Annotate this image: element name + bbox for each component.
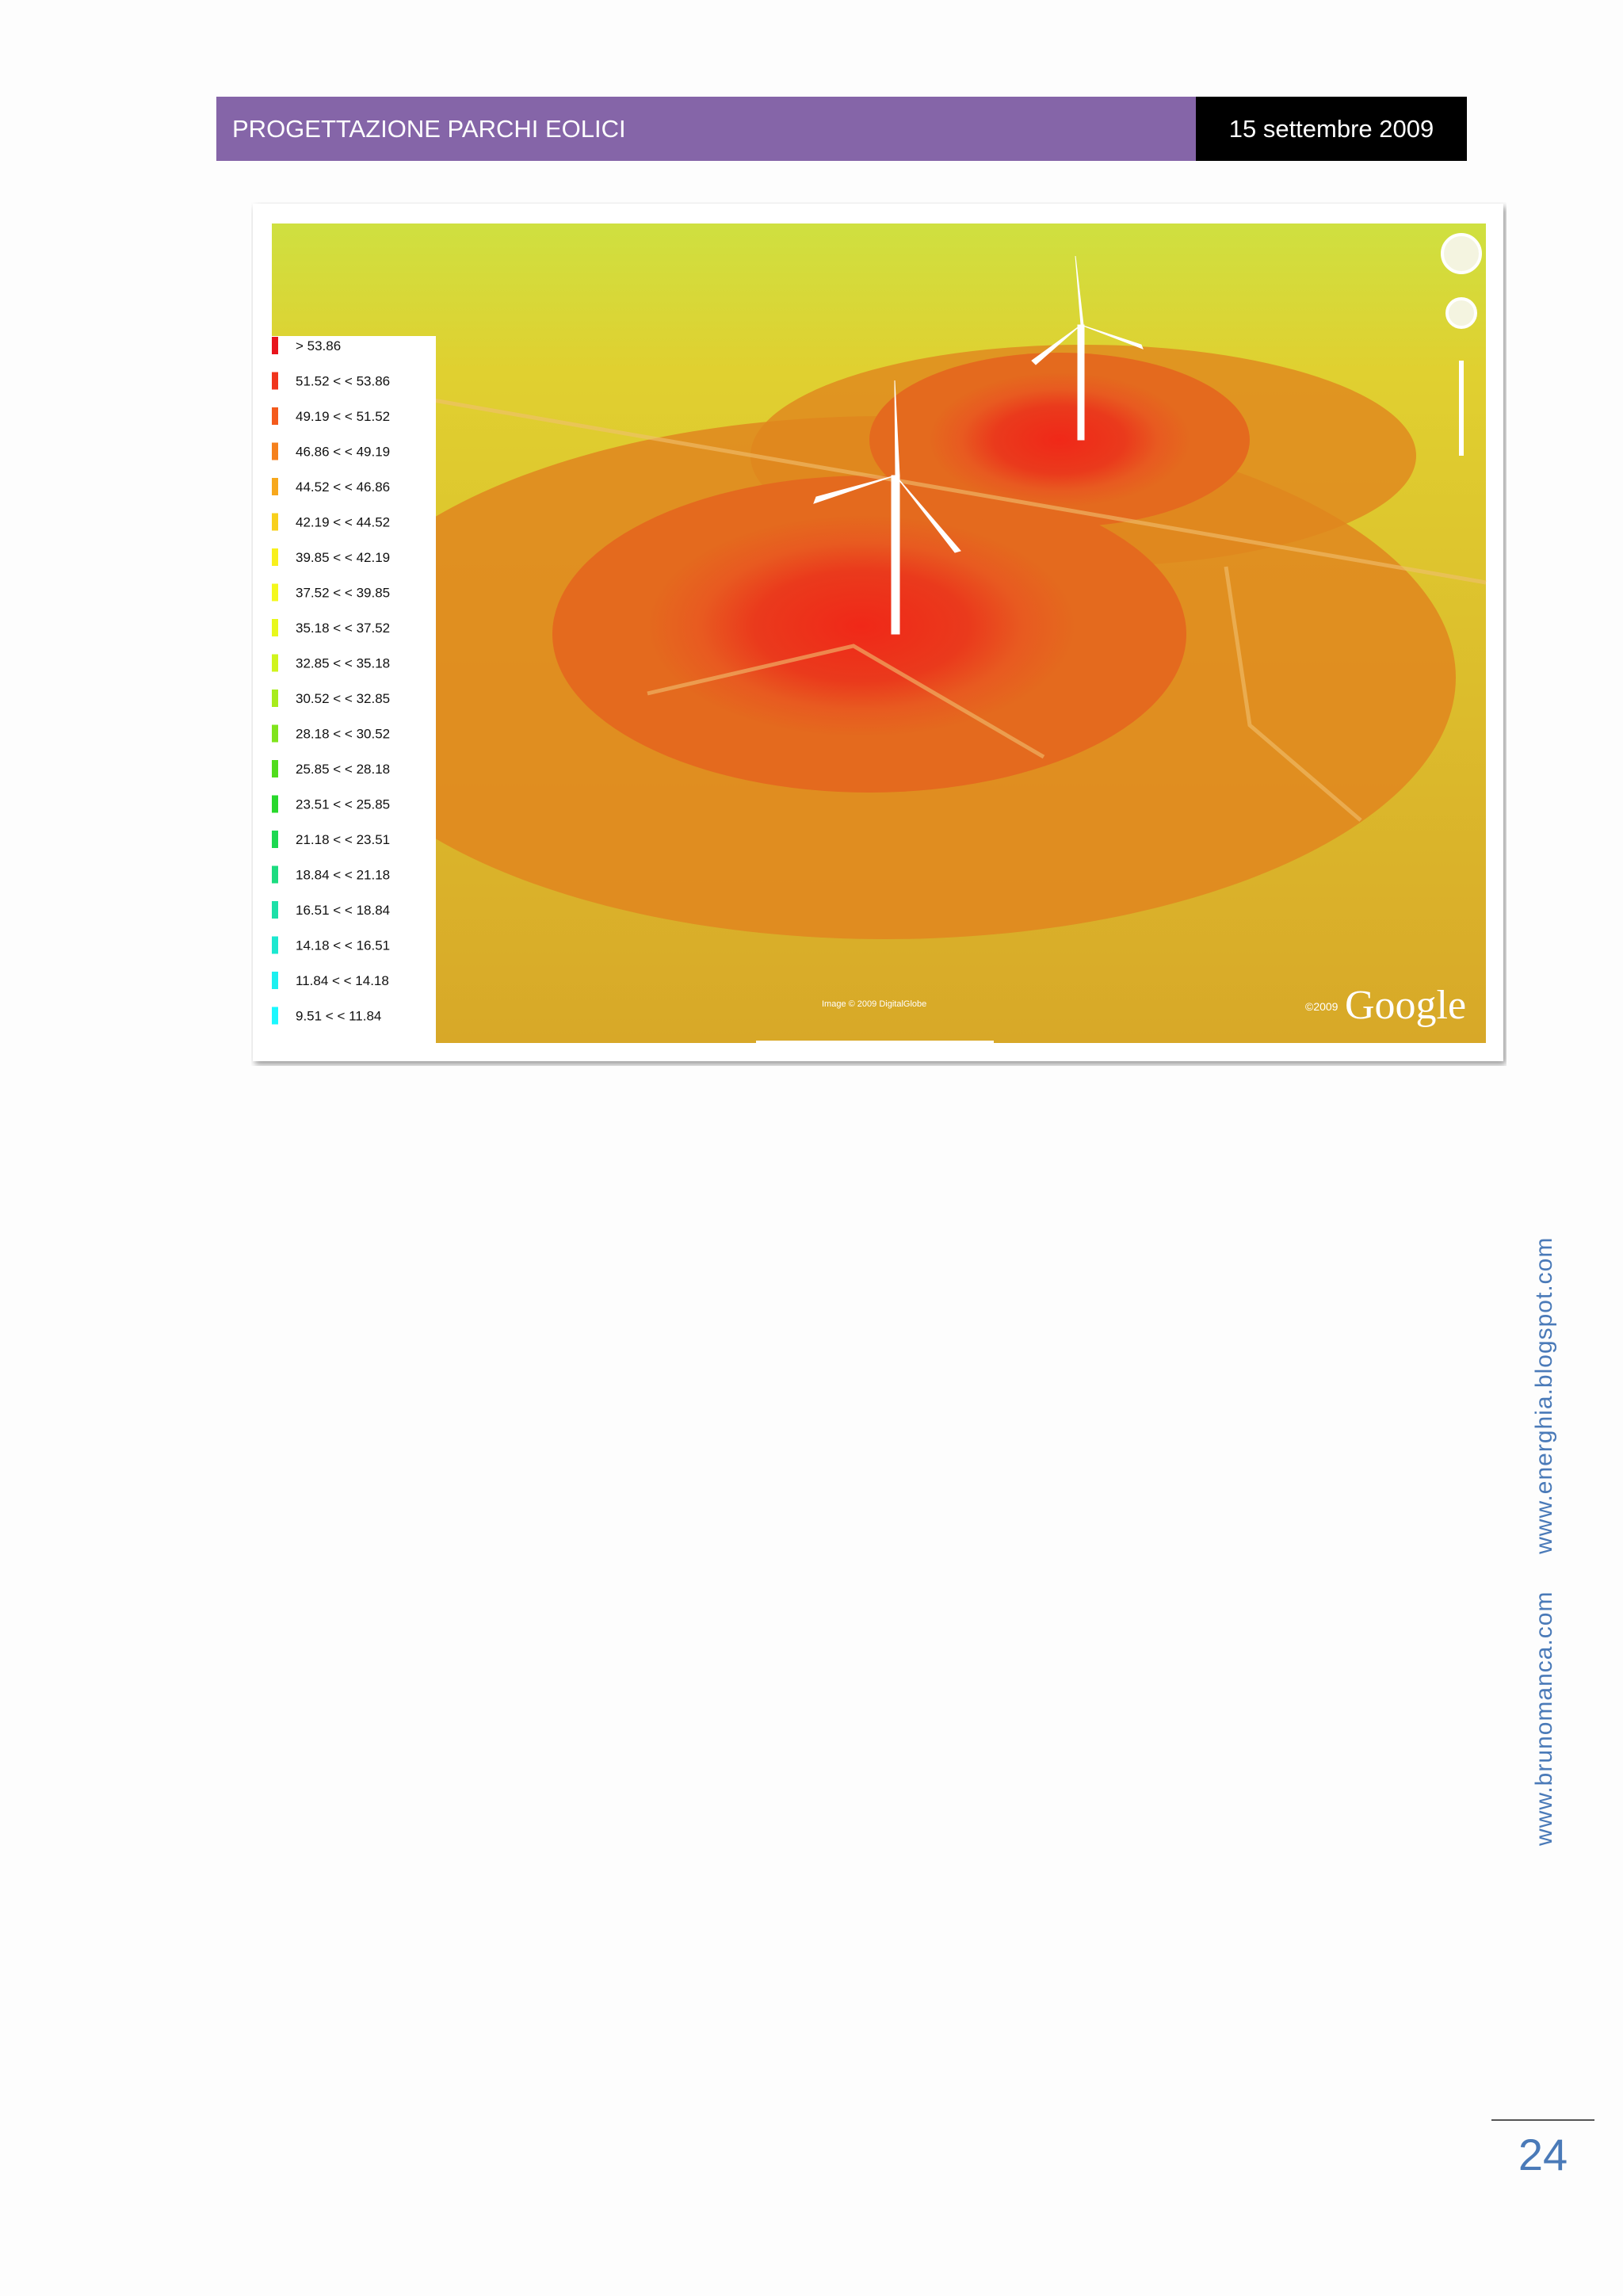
legend-label: 44.52 < < 46.86 bbox=[296, 479, 390, 495]
legend-label: 42.19 < < 44.52 bbox=[296, 515, 390, 530]
legend-swatch bbox=[272, 1007, 278, 1025]
legend-label: 11.84 < < 14.18 bbox=[296, 973, 389, 988]
header-date: 15 settembre 2009 bbox=[1196, 97, 1467, 161]
legend-swatch bbox=[272, 936, 278, 954]
legend-swatch bbox=[272, 865, 278, 884]
legend-label: 14.18 < < 16.51 bbox=[296, 938, 390, 953]
legend-swatch bbox=[272, 760, 278, 777]
legend-label: 39.85 < < 42.19 bbox=[296, 550, 390, 565]
legend-label: 37.52 < < 39.85 bbox=[296, 586, 390, 601]
side-urls: www.brunomanca.com www.energhia.blogspot… bbox=[1531, 1236, 1557, 1846]
legend-label: 32.85 < < 35.18 bbox=[296, 656, 390, 671]
map-copyright: Image © 2009 DigitalGlobe bbox=[822, 999, 926, 1009]
nav-control[interactable] bbox=[1441, 233, 1482, 274]
logo-year: ©2009 bbox=[1305, 1000, 1338, 1013]
legend-swatch bbox=[272, 478, 278, 495]
legend-swatch bbox=[272, 513, 278, 531]
page-number: 24 bbox=[1491, 2119, 1594, 2180]
map-figure: > 53.86 51.52 < < 53.86 49.19 < < 51.52 46.… bbox=[253, 204, 1503, 1061]
legend-swatch bbox=[272, 407, 278, 425]
legend-swatch bbox=[272, 795, 278, 813]
legend-swatch bbox=[272, 901, 278, 919]
legend-swatch bbox=[272, 619, 278, 636]
legend-label: 18.84 < < 21.18 bbox=[296, 868, 390, 883]
legend-label: 46.86 < < 49.19 bbox=[296, 445, 390, 460]
legend-label: 23.51 < < 25.85 bbox=[296, 797, 390, 812]
legend-swatch bbox=[272, 583, 278, 602]
legend-label: 35.18 < < 37.52 bbox=[296, 621, 390, 636]
header-title: PROGETTAZIONE PARCHI EOLICI bbox=[216, 97, 1196, 161]
legend-label: 9.51 < < 11.84 bbox=[296, 1009, 381, 1024]
legend-label: 21.18 < < 23.51 bbox=[296, 832, 390, 847]
legend-label: 25.85 < < 28.18 bbox=[296, 762, 390, 777]
legend-swatch bbox=[272, 442, 278, 460]
legend-swatch bbox=[272, 831, 278, 848]
look-control[interactable] bbox=[1445, 297, 1477, 329]
legend-swatch bbox=[272, 690, 278, 707]
legend-swatch bbox=[272, 548, 278, 566]
legend-label: > 53.86 bbox=[296, 338, 341, 353]
legend-label: 28.18 < < 30.52 bbox=[296, 727, 390, 742]
legend-swatch bbox=[272, 654, 278, 672]
legend-label: 16.51 < < 18.84 bbox=[296, 903, 390, 918]
legend-swatch bbox=[272, 372, 278, 390]
legend-label: 51.52 < < 53.86 bbox=[296, 374, 390, 389]
legend-panel bbox=[272, 336, 436, 1043]
legend-label: 30.52 < < 32.85 bbox=[296, 691, 390, 706]
legend-swatch bbox=[272, 972, 278, 989]
legend-swatch bbox=[272, 337, 278, 354]
legend-label: 49.19 < < 51.52 bbox=[296, 409, 390, 424]
legend-swatch bbox=[272, 724, 278, 743]
logo: Google bbox=[1345, 983, 1466, 1028]
